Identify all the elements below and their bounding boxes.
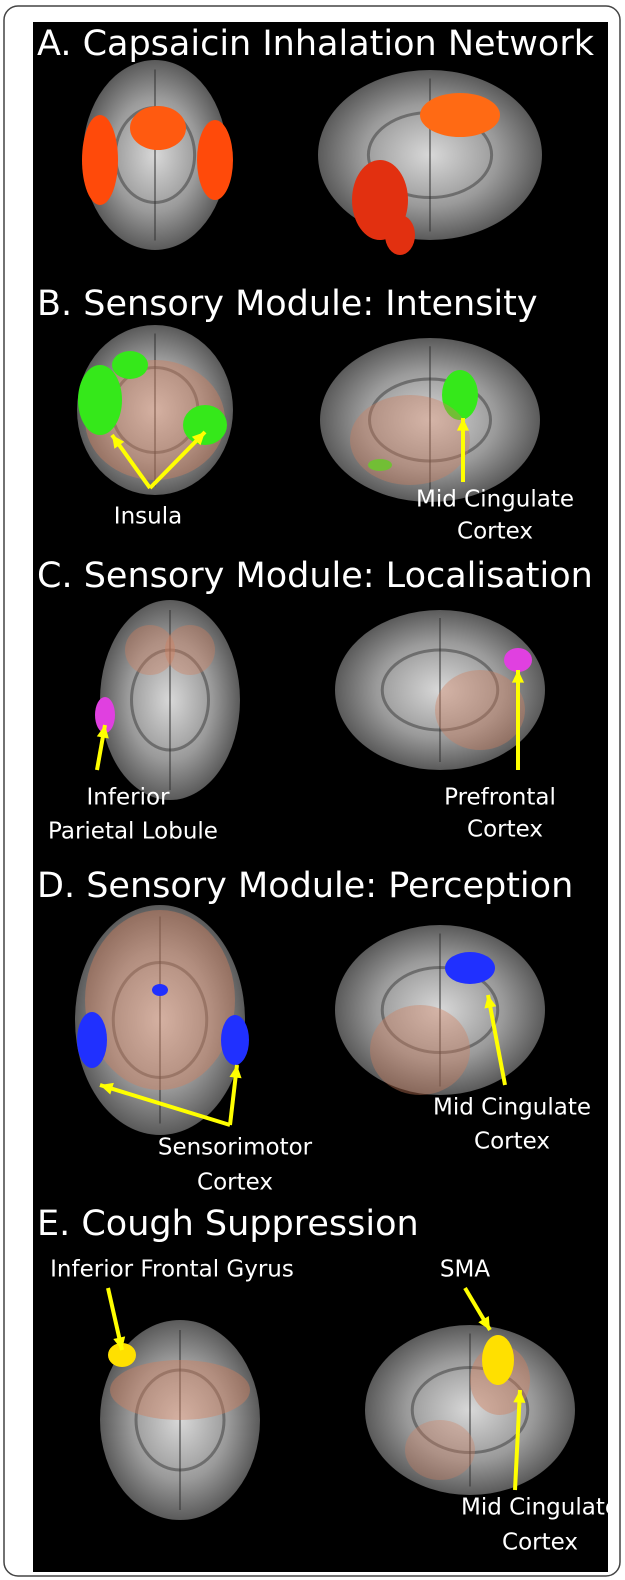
activation: [385, 215, 415, 255]
activation: [420, 93, 500, 137]
region-label: Prefrontal: [444, 785, 556, 811]
activation: [197, 120, 233, 200]
activation: [85, 910, 235, 1090]
activation: [77, 1012, 107, 1068]
panel-title: E. Cough Suppression: [37, 1204, 419, 1244]
activation: [78, 365, 122, 435]
region-label: Mid Cingulate: [461, 1495, 619, 1521]
activation: [130, 106, 186, 150]
region-label: Inferior Frontal Gyrus: [50, 1257, 294, 1283]
region-label: Cortex: [197, 1170, 273, 1196]
region-label: SMA: [440, 1257, 490, 1283]
activation: [165, 625, 215, 675]
panel-title: B. Sensory Module: Intensity: [37, 284, 538, 324]
activation: [435, 670, 525, 750]
region-label: Cortex: [457, 519, 533, 545]
panel-title: A. Capsaicin Inhalation Network: [37, 24, 595, 64]
activation: [350, 395, 470, 485]
region-label: Parietal Lobule: [48, 819, 218, 845]
activation: [445, 952, 495, 984]
region-label: Mid Cingulate: [416, 487, 574, 513]
region-label: Cortex: [467, 817, 543, 843]
activation: [82, 115, 118, 205]
activation: [112, 351, 148, 379]
activation: [110, 1360, 250, 1420]
activation: [482, 1335, 514, 1385]
activation: [504, 648, 532, 672]
activation: [405, 1420, 475, 1480]
activation: [221, 1015, 249, 1065]
region-label: Insula: [114, 504, 182, 530]
region-label: Inferior: [87, 785, 171, 811]
activation: [183, 405, 227, 445]
region-label: Cortex: [474, 1129, 550, 1155]
activation: [152, 984, 168, 996]
region-label: Cortex: [502, 1530, 578, 1556]
figure: A. Capsaicin Inhalation Network B. Sensor…: [0, 0, 625, 1580]
panel-title: D. Sensory Module: Perception: [37, 866, 573, 906]
activation: [370, 1005, 470, 1095]
panel-title: C. Sensory Module: Localisation: [37, 556, 593, 596]
region-label: Mid Cingulate: [433, 1095, 591, 1121]
region-label: Sensorimotor: [158, 1135, 313, 1161]
